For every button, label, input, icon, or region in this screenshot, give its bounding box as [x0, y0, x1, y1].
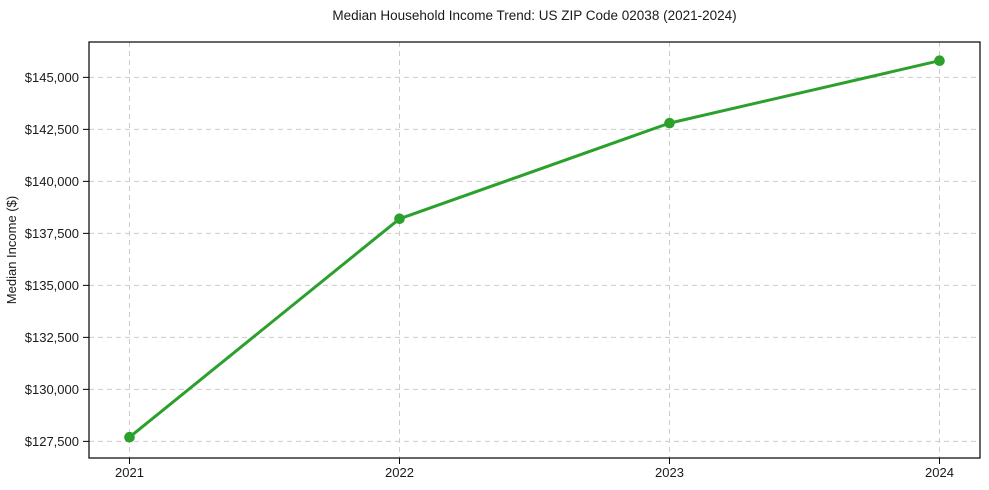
y-tick-label: $127,500: [25, 434, 79, 449]
y-tick-label: $132,500: [25, 330, 79, 345]
y-tick-label: $142,500: [25, 122, 79, 137]
data-point-2022: [394, 213, 405, 225]
y-tick-label: $145,000: [25, 70, 79, 85]
x-tick-label: 2024: [925, 465, 954, 480]
y-tick-label: $135,000: [25, 278, 79, 293]
x-tick-label: 2022: [385, 465, 414, 480]
data-point-2023: [664, 117, 675, 129]
y-tick-label: $130,000: [25, 382, 79, 397]
plot-border: [88, 41, 981, 459]
chart-title: Median Household Income Trend: US ZIP Co…: [332, 8, 737, 23]
y-axis-label: Median Income ($): [4, 196, 19, 304]
data-point-2024: [934, 55, 945, 67]
data-point-2021: [124, 431, 135, 443]
x-tick-label: 2021: [115, 465, 144, 480]
x-tick-label: 2023: [655, 465, 684, 480]
y-tick-label: $137,500: [25, 226, 79, 241]
trend-line: [128, 59, 941, 439]
y-tick-label: $140,000: [25, 174, 79, 189]
